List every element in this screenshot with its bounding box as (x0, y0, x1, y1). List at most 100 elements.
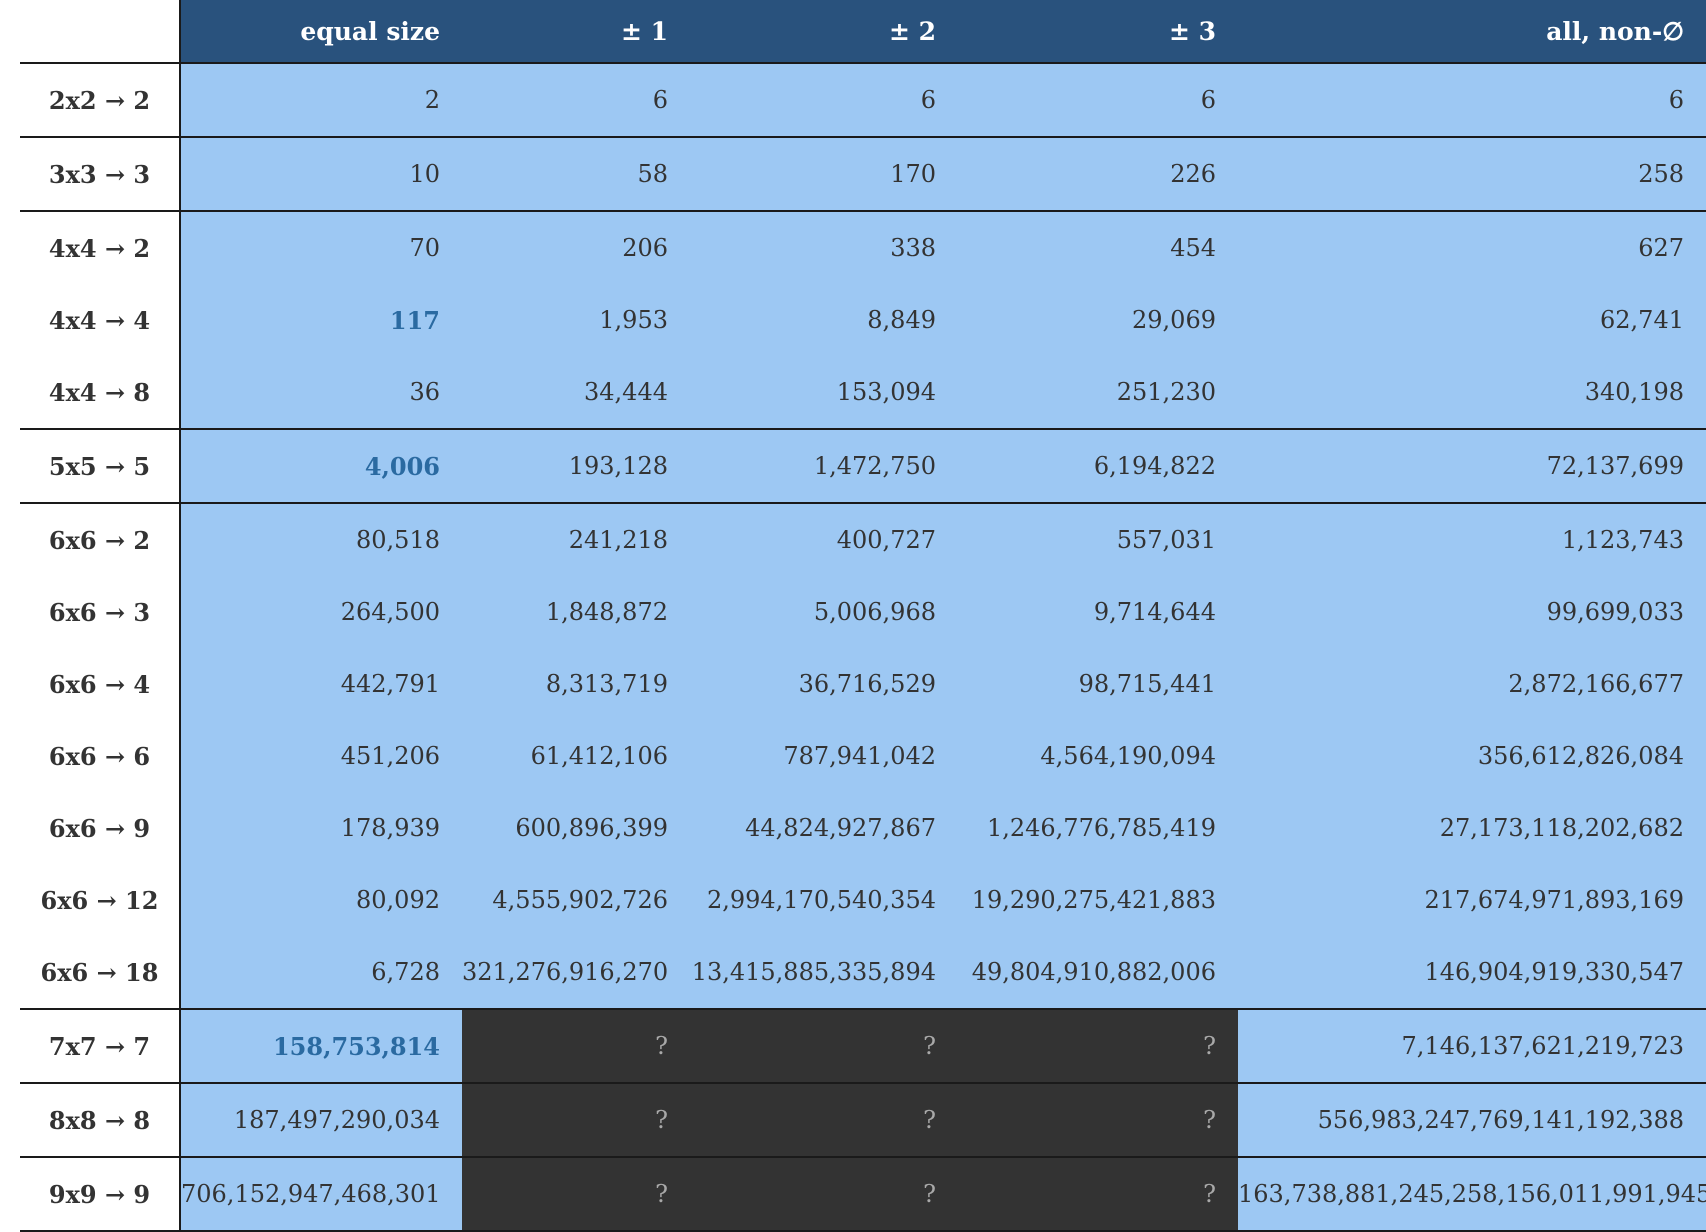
cell-pm3: 6,194,822 (958, 429, 1238, 504)
header-equal-size: equal size (180, 0, 462, 64)
cell-pm1: 1,953 (462, 284, 690, 356)
row-label: 4x4 → 2 (20, 211, 181, 284)
cell-unknown: ? (958, 1009, 1238, 1084)
cell-pm2: 170 (690, 137, 958, 212)
cell-pm1: 193,128 (462, 429, 690, 504)
cell-all: 72,137,699 (1238, 429, 1706, 504)
cell-unknown: ? (958, 1157, 1238, 1232)
row-label: 6x6 → 12 (20, 864, 181, 936)
table-row: 4x4 → 2 70 206 338 454 627 (20, 211, 1706, 284)
row-label: 6x6 → 4 (20, 648, 181, 720)
cell-pm2: 44,824,927,867 (690, 792, 958, 864)
table-row: 6x6 → 18 6,728 321,276,916,270 13,415,88… (20, 936, 1706, 1010)
cell-pm2: 338 (690, 211, 958, 284)
cell-all: 27,173,118,202,682 (1238, 792, 1706, 864)
cell-equal-size-highlight: 158,753,814 (180, 1009, 462, 1084)
cell-all: 356,612,826,084 (1238, 720, 1706, 792)
results-table: equal size ± 1 ± 2 ± 3 all, non-∅ 2x2 → … (20, 0, 1706, 1232)
cell-pm2: 36,716,529 (690, 648, 958, 720)
cell-pm3: 557,031 (958, 503, 1238, 576)
row-label: 6x6 → 18 (20, 936, 181, 1010)
cell-equal-size: 264,500 (180, 576, 462, 648)
cell-pm2: 1,472,750 (690, 429, 958, 504)
cell-pm3: 226 (958, 137, 1238, 212)
table-row: 6x6 → 3 264,500 1,848,872 5,006,968 9,71… (20, 576, 1706, 648)
header-plus-minus-3: ± 3 (958, 0, 1238, 64)
cell-equal-size-highlight: 117 (180, 284, 462, 356)
cell-equal-size: 706,152,947,468,301 (180, 1157, 462, 1232)
cell-equal-size: 451,206 (180, 720, 462, 792)
row-label: 6x6 → 2 (20, 503, 181, 576)
table-row: 6x6 → 6 451,206 61,412,106 787,941,042 4… (20, 720, 1706, 792)
row-label: 4x4 → 8 (20, 356, 181, 430)
cell-equal-size: 2 (180, 63, 462, 138)
table-row: 3x3 → 3 10 58 170 226 258 (20, 137, 1706, 212)
cell-pm1: 600,896,399 (462, 792, 690, 864)
row-label: 4x4 → 4 (20, 284, 181, 356)
corner-cell (20, 0, 181, 64)
table-row: 6x6 → 12 80,092 4,555,902,726 2,994,170,… (20, 864, 1706, 936)
cell-equal-size: 10 (180, 137, 462, 212)
cell-all: 217,674,971,893,169 (1238, 864, 1706, 936)
cell-pm2: 2,994,170,540,354 (690, 864, 958, 936)
table-row: 2x2 → 2 2 6 6 6 6 (20, 63, 1706, 138)
cell-unknown: ? (690, 1083, 958, 1158)
cell-all: 258 (1238, 137, 1706, 212)
cell-equal-size: 178,939 (180, 792, 462, 864)
cell-pm3: 9,714,644 (958, 576, 1238, 648)
cell-all: 7,146,137,621,219,723 (1238, 1009, 1706, 1084)
cell-pm1: 241,218 (462, 503, 690, 576)
cell-pm2: 13,415,885,335,894 (690, 936, 958, 1010)
row-label: 6x6 → 3 (20, 576, 181, 648)
cell-equal-size-highlight: 4,006 (180, 429, 462, 504)
cell-unknown: ? (690, 1009, 958, 1084)
cell-pm1: 8,313,719 (462, 648, 690, 720)
cell-pm3: 1,246,776,785,419 (958, 792, 1238, 864)
cell-pm1: 34,444 (462, 356, 690, 430)
cell-pm2: 787,941,042 (690, 720, 958, 792)
table-row: 4x4 → 8 36 34,444 153,094 251,230 340,19… (20, 356, 1706, 430)
cell-all: 146,904,919,330,547 (1238, 936, 1706, 1010)
row-label: 5x5 → 5 (20, 429, 181, 504)
cell-equal-size: 6,728 (180, 936, 462, 1010)
row-label: 7x7 → 7 (20, 1009, 181, 1084)
row-label: 6x6 → 6 (20, 720, 181, 792)
header-plus-minus-1: ± 1 (462, 0, 690, 64)
cell-pm3: 4,564,190,094 (958, 720, 1238, 792)
cell-unknown: ? (462, 1009, 690, 1084)
cell-pm1: 6 (462, 63, 690, 138)
header-row: equal size ± 1 ± 2 ± 3 all, non-∅ (20, 0, 1706, 64)
cell-equal-size: 70 (180, 211, 462, 284)
cell-pm2: 8,849 (690, 284, 958, 356)
cell-pm2: 6 (690, 63, 958, 138)
cell-pm1: 206 (462, 211, 690, 284)
table-row: 5x5 → 5 4,006 193,128 1,472,750 6,194,82… (20, 429, 1706, 504)
cell-pm1: 4,555,902,726 (462, 864, 690, 936)
row-label: 6x6 → 9 (20, 792, 181, 864)
cell-all: 99,699,033 (1238, 576, 1706, 648)
cell-pm3: 6 (958, 63, 1238, 138)
table-row: 9x9 → 9 706,152,947,468,301 ? ? ? 163,73… (20, 1157, 1706, 1232)
cell-all: 163,738,881,245,258,156,011,991,945 (1238, 1157, 1706, 1232)
table-row: 7x7 → 7 158,753,814 ? ? ? 7,146,137,621,… (20, 1009, 1706, 1084)
row-label: 8x8 → 8 (20, 1083, 181, 1158)
table-row: 4x4 → 4 117 1,953 8,849 29,069 62,741 (20, 284, 1706, 356)
row-label: 3x3 → 3 (20, 137, 181, 212)
cell-pm3: 251,230 (958, 356, 1238, 430)
cell-all: 340,198 (1238, 356, 1706, 430)
cell-pm3: 19,290,275,421,883 (958, 864, 1238, 936)
cell-unknown: ? (958, 1083, 1238, 1158)
cell-all: 1,123,743 (1238, 503, 1706, 576)
cell-unknown: ? (462, 1083, 690, 1158)
cell-pm3: 29,069 (958, 284, 1238, 356)
cell-pm3: 49,804,910,882,006 (958, 936, 1238, 1010)
cell-pm2: 400,727 (690, 503, 958, 576)
table-row: 6x6 → 2 80,518 241,218 400,727 557,031 1… (20, 503, 1706, 576)
cell-pm3: 454 (958, 211, 1238, 284)
header-plus-minus-2: ± 2 (690, 0, 958, 64)
table-row: 6x6 → 4 442,791 8,313,719 36,716,529 98,… (20, 648, 1706, 720)
cell-all: 2,872,166,677 (1238, 648, 1706, 720)
cell-all: 62,741 (1238, 284, 1706, 356)
table-row: 6x6 → 9 178,939 600,896,399 44,824,927,8… (20, 792, 1706, 864)
cell-equal-size: 36 (180, 356, 462, 430)
